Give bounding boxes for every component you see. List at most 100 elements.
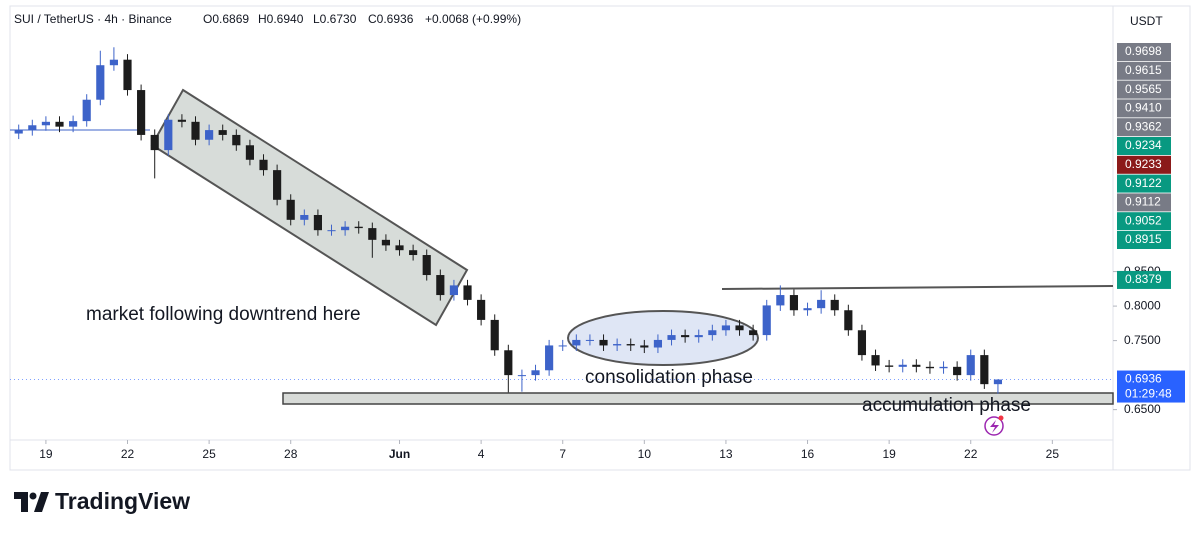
candle-body <box>273 170 282 200</box>
price-label: 0.9233 <box>1125 157 1162 171</box>
candle-body <box>449 285 459 296</box>
close: C0.6936 <box>368 12 414 26</box>
candle-body <box>395 245 404 251</box>
brand-logo <box>14 492 49 512</box>
candle-body <box>55 121 64 127</box>
candle-body <box>137 90 146 135</box>
symbol: SUI / TetherUS · 4h · Binance <box>14 12 172 26</box>
price-label: 0.9112 <box>1125 195 1161 209</box>
candle-body <box>885 365 894 367</box>
candle-body <box>517 375 527 377</box>
price-label-box <box>1117 231 1171 249</box>
x-tick-label: 16 <box>801 447 815 461</box>
candle-body <box>830 299 839 311</box>
candle-body <box>762 305 771 336</box>
x-tick-label: 7 <box>559 447 566 461</box>
price-label-box <box>1117 80 1171 99</box>
price-label: 0.8915 <box>1125 232 1162 246</box>
candle-body <box>436 275 445 296</box>
candle-body <box>409 250 418 256</box>
logo-part <box>34 492 49 512</box>
candle-body <box>681 335 690 338</box>
candle-body <box>953 366 962 376</box>
change: +0.0068 (+0.99%) <box>425 12 521 26</box>
countdown: 01:29:48 <box>1125 387 1172 401</box>
high: H0.6940 <box>258 12 304 26</box>
price-label-box <box>1117 43 1171 61</box>
candle-body <box>980 355 989 385</box>
x-tick-label: 22 <box>121 447 135 461</box>
low: L0.6730 <box>313 12 357 26</box>
candle-body <box>327 230 336 232</box>
candle-body <box>939 366 948 369</box>
event-icon[interactable] <box>984 416 1004 436</box>
candle-body <box>626 344 635 346</box>
candle-body <box>259 159 268 171</box>
price-label: 0.9410 <box>1125 101 1162 115</box>
price-label-box <box>1117 137 1171 155</box>
x-tick-label: 13 <box>719 447 733 461</box>
candle-body <box>490 319 499 351</box>
support-zone <box>282 392 1114 405</box>
price-label-box <box>1117 193 1171 212</box>
candle-body <box>232 134 241 146</box>
candle-body <box>817 299 826 309</box>
candle-body <box>966 355 975 376</box>
x-tick-label: 10 <box>638 447 652 461</box>
candle-body <box>82 99 91 122</box>
chart-frame <box>9 5 1191 471</box>
candle-body <box>653 339 663 348</box>
x-tick-label: 25 <box>202 447 216 461</box>
x-tick-label: 22 <box>964 447 978 461</box>
candle-body <box>545 345 554 371</box>
candle-body <box>898 364 907 367</box>
logo-part <box>14 492 28 512</box>
candle-body <box>150 134 159 151</box>
candle-body <box>463 285 472 300</box>
open: O0.6869 <box>203 12 249 26</box>
candle-body <box>205 130 214 140</box>
annotation: accumulation phase <box>862 395 1031 416</box>
candle-body <box>912 364 921 367</box>
price-label: 0.9698 <box>1125 44 1162 58</box>
candle-body <box>599 339 608 346</box>
logo-part <box>29 492 37 500</box>
candle-body <box>177 119 186 122</box>
currency: USDT <box>1130 14 1163 28</box>
down-channel <box>150 88 469 327</box>
event-icon-bolt <box>990 420 999 433</box>
price-label-box <box>1117 155 1171 174</box>
level-label: 0.8379 <box>1125 272 1162 286</box>
x-tick-label: 25 <box>1046 447 1060 461</box>
candle-body <box>504 350 513 376</box>
candle-body <box>96 65 105 100</box>
candle-body <box>477 299 486 320</box>
price-label-box <box>1117 118 1171 137</box>
price-label: 0.9052 <box>1125 213 1162 227</box>
price-label: 0.9234 <box>1125 138 1162 152</box>
candle-body <box>245 145 254 160</box>
resistance-line <box>721 285 1114 290</box>
price-label-box <box>1117 61 1171 80</box>
candle-body <box>164 119 173 151</box>
y-tick-label: 0.8000 <box>1124 298 1161 312</box>
candle-body <box>313 214 322 231</box>
annotation: consolidation phase <box>585 367 753 388</box>
consolidation-ellipse <box>567 310 759 366</box>
level-label-box <box>1117 270 1171 289</box>
candle-body <box>381 239 390 246</box>
x-tick-label: 19 <box>39 447 53 461</box>
candle-body <box>572 339 581 346</box>
candle-body <box>749 330 758 336</box>
candle-body <box>640 345 649 348</box>
candle-body <box>585 339 595 341</box>
candle-body <box>341 226 350 231</box>
candle-body <box>191 121 200 140</box>
candle-body <box>218 130 227 135</box>
candle-body <box>735 325 744 331</box>
candle-body <box>803 308 812 311</box>
price-label-box <box>1117 99 1171 118</box>
candle-body <box>123 59 132 91</box>
x-tick-label: 28 <box>284 447 298 461</box>
